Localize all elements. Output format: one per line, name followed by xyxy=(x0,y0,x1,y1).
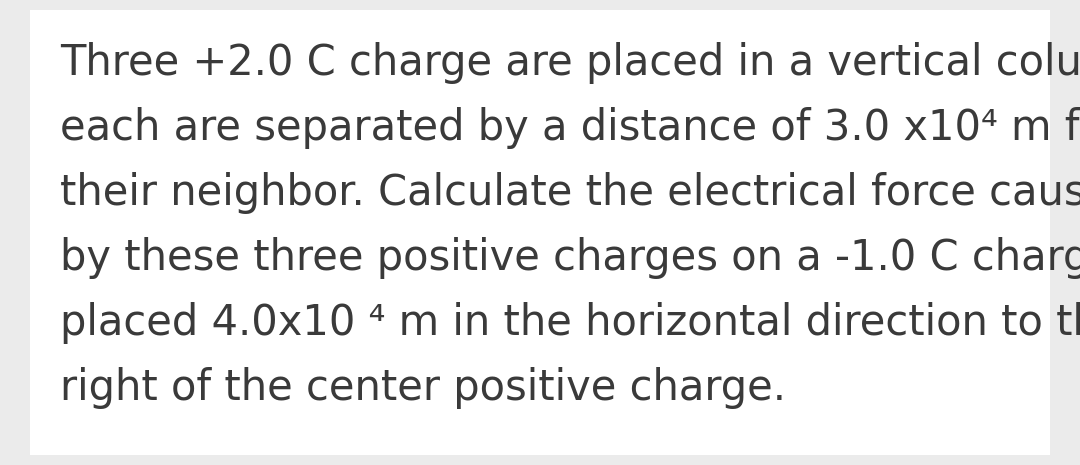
Text: Three +2.0 C charge are placed in a vertical column: Three +2.0 C charge are placed in a vert… xyxy=(60,42,1080,84)
Text: their neighbor. Calculate the electrical force caused: their neighbor. Calculate the electrical… xyxy=(60,172,1080,214)
Text: each are separated by a distance of 3.0 x10⁴ m from: each are separated by a distance of 3.0 … xyxy=(60,107,1080,149)
Text: placed 4.0x10 ⁴ m in the horizontal direction to the: placed 4.0x10 ⁴ m in the horizontal dire… xyxy=(60,302,1080,344)
FancyBboxPatch shape xyxy=(30,10,1050,455)
Text: right of the center positive charge.: right of the center positive charge. xyxy=(60,367,786,409)
Text: by these three positive charges on a -1.0 C charge: by these three positive charges on a -1.… xyxy=(60,237,1080,279)
